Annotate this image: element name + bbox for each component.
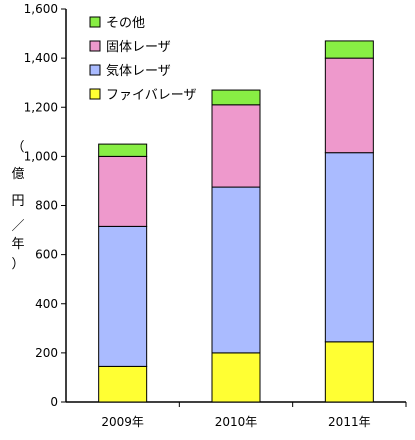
legend-label: 固体レーザ (106, 40, 171, 55)
y-tick-label: 1,600 (24, 2, 58, 16)
x-tick-label: 2010年 (215, 415, 258, 429)
y-axis-label-char: 円 (11, 194, 24, 209)
y-axis-label: （ 億 円 ／ 年 ） (11, 140, 24, 272)
legend-label: ファイバレーザ (106, 88, 196, 103)
bar-segment (98, 225, 148, 367)
y-axis-label-char: （ (11, 140, 24, 155)
legend-swatch (89, 40, 101, 52)
y-tick-label: 1,400 (24, 51, 58, 65)
y-tick-label: 1,200 (24, 100, 58, 114)
plot-area: 0 200 400 600 800 1,000 1,200 1,400 1,600 2009年 20… (24, 2, 407, 429)
bar-segment (324, 341, 374, 403)
y-tick-label: 0 (50, 395, 58, 409)
y-tick-label: 400 (35, 297, 58, 311)
bar-segment (211, 89, 261, 106)
bar-segment (324, 40, 374, 59)
bar-segment (98, 155, 148, 227)
x-tick-label: 2009年 (101, 415, 144, 429)
y-tick-label: 200 (35, 346, 58, 360)
x-tick-label: 2011年 (328, 415, 371, 429)
y-axis-label-char: ／ (11, 219, 24, 234)
bar-segment (211, 186, 261, 354)
bar-segment (211, 352, 261, 403)
y-axis-label-char: 年 (11, 237, 24, 252)
bar-segment (98, 365, 148, 403)
y-tick-label: 800 (35, 199, 58, 213)
y-tick-label: 1,000 (24, 149, 58, 163)
y-axis-label-char: 億 (11, 166, 24, 182)
y-axis-label-char: ） (11, 257, 24, 272)
legend-swatch (89, 16, 101, 28)
legend-swatch (89, 64, 101, 76)
y-tick-label: 600 (35, 248, 58, 262)
legend-label: その他 (106, 16, 145, 31)
legend-label: 気体レーザ (106, 63, 171, 79)
bar-segment (211, 104, 261, 188)
bar-segment (324, 57, 374, 154)
bar-segment (324, 152, 374, 343)
legend-swatch (89, 88, 101, 100)
bar-segment (98, 143, 148, 157)
